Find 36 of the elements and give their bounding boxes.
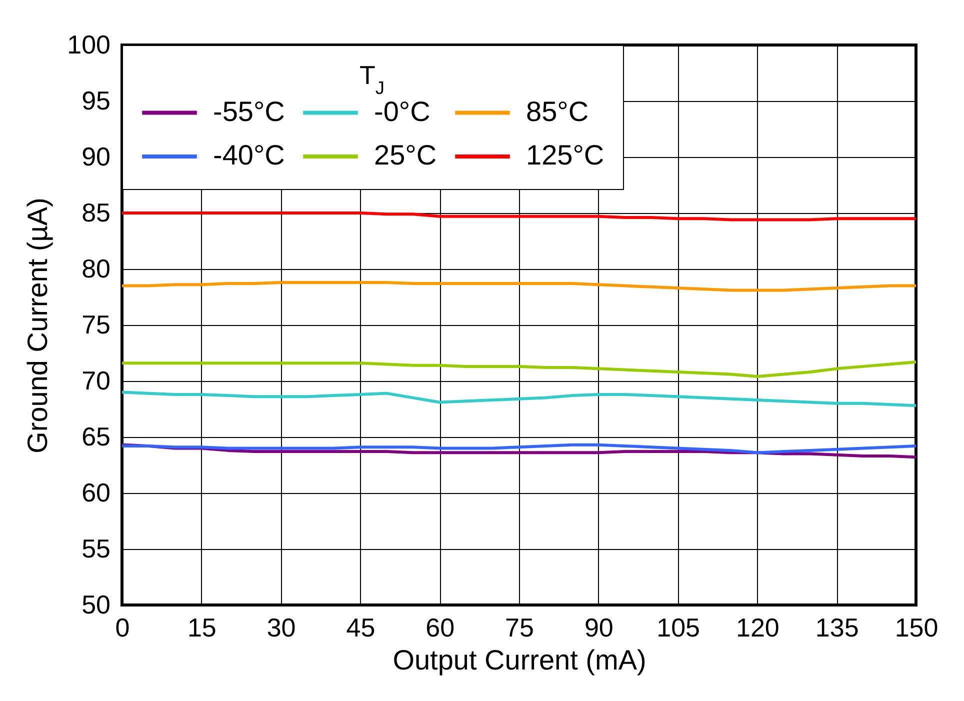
x-tick-label: 0 [115, 612, 130, 642]
legend-label: -40°C [213, 140, 285, 170]
legend-label: 85°C [526, 96, 589, 127]
y-tick-label: 75 [82, 310, 110, 340]
x-tick-label: 60 [426, 612, 455, 642]
y-axis-title: Ground Current (µA) [22, 198, 54, 454]
x-tick-label: 15 [187, 612, 216, 642]
x-tick-label: 105 [656, 612, 700, 642]
legend-label: -0°C [374, 96, 430, 127]
y-tick-label: 80 [82, 254, 110, 284]
legend-label: -55°C [213, 96, 285, 127]
x-tick-label: 135 [815, 612, 859, 642]
y-tick-label: 65 [82, 422, 110, 452]
y-tick-label: 60 [82, 478, 110, 508]
legend-label: 25°C [374, 140, 437, 170]
x-tick-label: 75 [505, 612, 534, 642]
x-tick-label: 150 [894, 612, 938, 642]
line-series [120, 443, 918, 454]
legend-title: T$_{J}$ [360, 60, 384, 98]
y-tick-label: 95 [82, 86, 110, 116]
y-tick-label: 85 [82, 198, 110, 228]
x-tick-label: 90 [584, 612, 614, 642]
line-series [120, 212, 918, 222]
legend-label: 125°C [526, 140, 604, 170]
x-tick-label: 30 [266, 612, 296, 642]
y-tick-label: 70 [82, 366, 110, 396]
y-tick-label: 50 [82, 590, 110, 620]
line-series [120, 390, 918, 408]
line-series [120, 360, 918, 378]
line-series [120, 280, 918, 292]
x-tick-label: 120 [736, 612, 780, 642]
y-tick-label: 55 [82, 534, 110, 564]
x-tick-label: 45 [346, 612, 376, 642]
x-axis-title: Output Current (mA) [392, 644, 646, 676]
y-tick-label: 100 [67, 30, 110, 60]
y-tick-label: 90 [82, 142, 110, 172]
